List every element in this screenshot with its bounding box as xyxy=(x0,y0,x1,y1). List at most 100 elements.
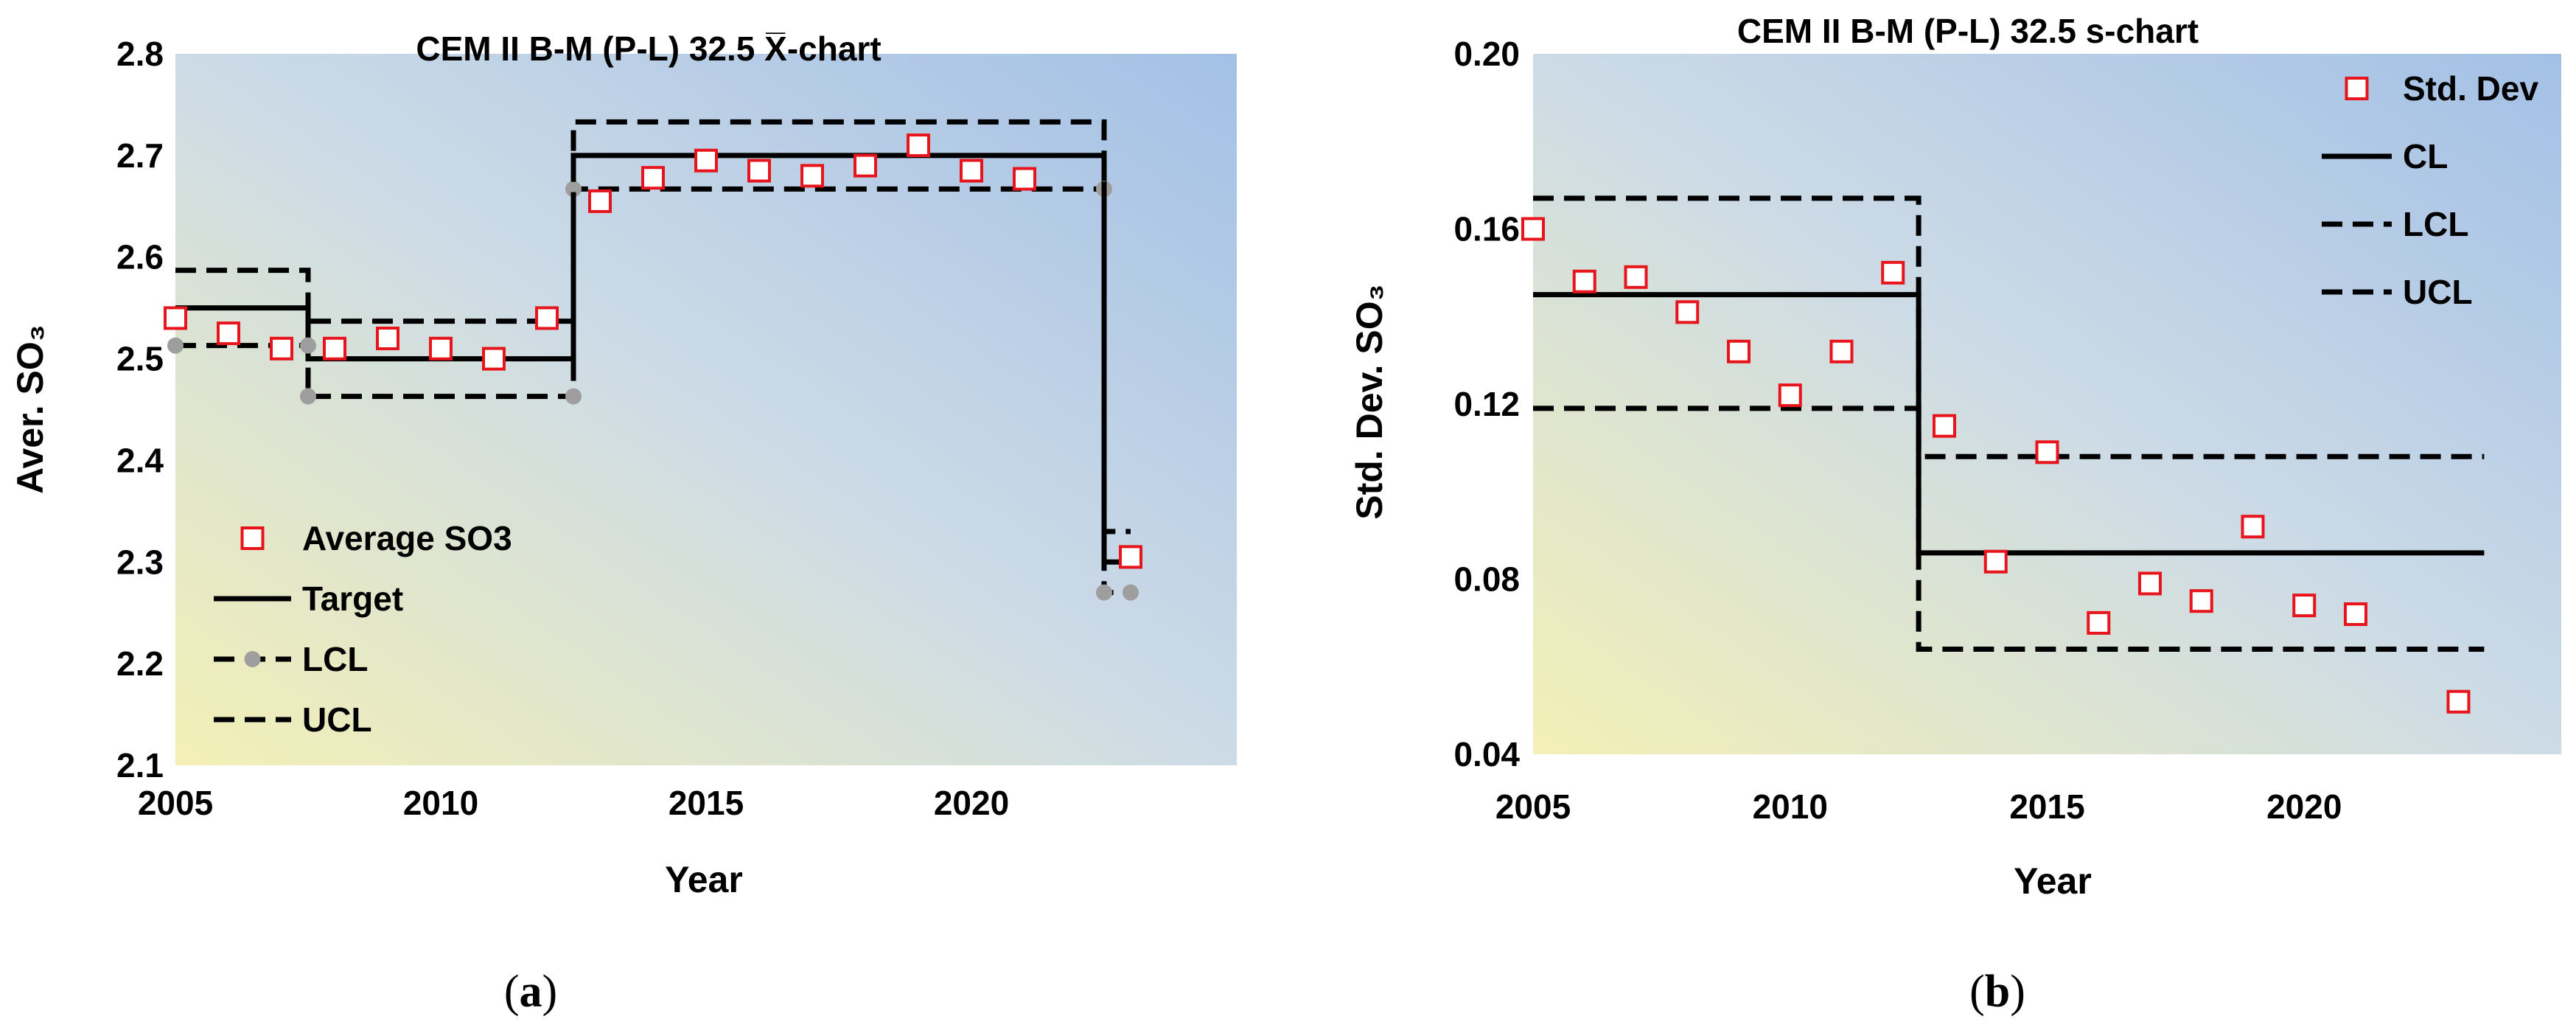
y-tick-label: 0.20 xyxy=(1453,35,1520,73)
legend-item: UCL xyxy=(2322,273,2473,311)
data-point xyxy=(694,148,718,173)
data-point xyxy=(2189,589,2213,613)
legend-label: LCL xyxy=(2403,205,2468,243)
data-point xyxy=(1778,383,1802,408)
y-tick-label: 2.5 xyxy=(116,340,164,378)
data-point xyxy=(1727,339,1751,363)
lcl-point xyxy=(300,337,316,354)
data-point xyxy=(2035,440,2059,464)
y-ticks-a: 2.1 2.2 2.3 2.4 2.5 2.6 2.7 2.8 xyxy=(116,35,164,784)
lcl-point xyxy=(1123,584,1139,601)
x-axis-label-b: Year xyxy=(2014,860,2092,902)
caption-a: (a) xyxy=(504,967,557,1017)
data-point xyxy=(2292,594,2317,618)
data-point xyxy=(376,327,399,350)
y-tick-label: 2.2 xyxy=(116,644,164,683)
data-point xyxy=(1521,217,1545,241)
data-point xyxy=(2087,610,2111,635)
data-point xyxy=(1624,265,1648,289)
x-tick-label: 2020 xyxy=(934,784,1009,822)
data-point xyxy=(2138,571,2162,596)
data-point xyxy=(907,133,930,158)
series-a xyxy=(164,119,1142,601)
legend-item: Std. Dev xyxy=(2345,69,2538,108)
y-tick-label: 0.16 xyxy=(1453,210,1520,248)
y-tick-label: 2.3 xyxy=(116,543,164,581)
legend-item: CL xyxy=(2322,137,2448,175)
legend-a: Average SO3 Target LCL UCL xyxy=(214,519,512,739)
y-tick-label: 2.1 xyxy=(116,746,164,784)
series-line-ucl xyxy=(1533,195,2485,459)
legend-dot xyxy=(244,651,261,667)
legend-item: LCL xyxy=(2322,205,2468,243)
x-tick-label: 2015 xyxy=(2009,787,2084,826)
data-point xyxy=(1675,300,1700,324)
legend-label: UCL xyxy=(2403,273,2473,311)
y-tick-label: 0.04 xyxy=(1453,735,1520,773)
y-tick-label: 2.6 xyxy=(116,238,164,276)
data-point xyxy=(1829,339,1854,363)
y-tick-label: 2.8 xyxy=(116,35,164,73)
y-tick-label: 2.4 xyxy=(116,441,164,479)
data-point xyxy=(217,321,240,346)
data-point xyxy=(535,306,559,330)
data-point xyxy=(854,153,877,178)
caption-a-text: (a) xyxy=(504,967,557,1017)
legend-item: Average SO3 xyxy=(240,519,512,557)
x-tick-label: 2020 xyxy=(2266,787,2342,826)
y-tick-label: 0.12 xyxy=(1453,385,1520,423)
plot-area-a xyxy=(175,54,1237,765)
y-axis-label-b: Std. Dev. SO₃ xyxy=(1349,284,1390,519)
y-tick-label: 2.7 xyxy=(116,136,164,175)
data-point xyxy=(2344,602,2367,626)
lcl-point xyxy=(565,388,582,405)
data-point xyxy=(747,159,771,183)
data-point xyxy=(2241,515,2265,539)
plot-area-b xyxy=(1533,54,2561,754)
x-axis-label-a: Year xyxy=(665,859,743,900)
x-tick-label: 2015 xyxy=(669,784,744,822)
panel-b: CEM II B-M (P-L) 32.5 s-chart 0.040.080.… xyxy=(1349,12,2561,1017)
legend-label: CL xyxy=(2403,137,2448,175)
data-point xyxy=(1013,167,1036,191)
y-tick-label: 0.08 xyxy=(1453,560,1520,599)
lcl-point xyxy=(167,337,184,354)
legend-label: LCL xyxy=(302,640,368,678)
lcl-point xyxy=(565,181,582,198)
data-point xyxy=(164,306,187,330)
y-ticks-b: 0.04 0.08 0.12 0.16 0.20 xyxy=(1453,35,1520,773)
x-tick-label: 2010 xyxy=(1753,787,1828,826)
data-point xyxy=(1572,269,1596,293)
data-point xyxy=(641,166,665,190)
series-line-ucl xyxy=(175,119,1131,535)
data-point xyxy=(1983,549,2008,574)
y-axis-label-a: Aver. SO₃ xyxy=(10,324,51,494)
x-ticks-a: 2005 2010 2015 2020 xyxy=(138,784,1009,822)
chart-title-b: CEM II B-M (P-L) 32.5 s-chart xyxy=(1737,12,2199,50)
caption-b-text: (b) xyxy=(1969,967,2025,1017)
data-point xyxy=(323,336,346,361)
data-point xyxy=(1881,260,1905,285)
data-point xyxy=(588,189,612,213)
data-point xyxy=(270,336,293,361)
legend-marker xyxy=(240,526,265,550)
legend-item: UCL xyxy=(214,700,372,739)
x-tick-label: 2005 xyxy=(1495,787,1571,826)
legend-label: UCL xyxy=(302,700,372,739)
data-point xyxy=(960,159,983,183)
x-tick-label: 2005 xyxy=(138,784,213,822)
data-point xyxy=(2446,689,2471,714)
lcl-point xyxy=(300,388,316,405)
data-point xyxy=(1119,545,1142,569)
legend-label: Average SO3 xyxy=(302,519,512,557)
legend-item: LCL xyxy=(214,640,368,678)
legend-item: Target xyxy=(214,580,403,618)
lcl-point xyxy=(1096,584,1112,601)
panel-a: CEM II B-M (P-L) 32.5 X̅-chart 2.1 2.2 2.3… xyxy=(10,29,1237,1017)
data-point xyxy=(482,347,506,371)
legend-b: Std. Dev CL LCL UCL xyxy=(2322,69,2538,311)
data-point xyxy=(800,164,824,188)
legend-label: Std. Dev xyxy=(2403,69,2538,108)
caption-b: (b) xyxy=(1969,967,2025,1017)
